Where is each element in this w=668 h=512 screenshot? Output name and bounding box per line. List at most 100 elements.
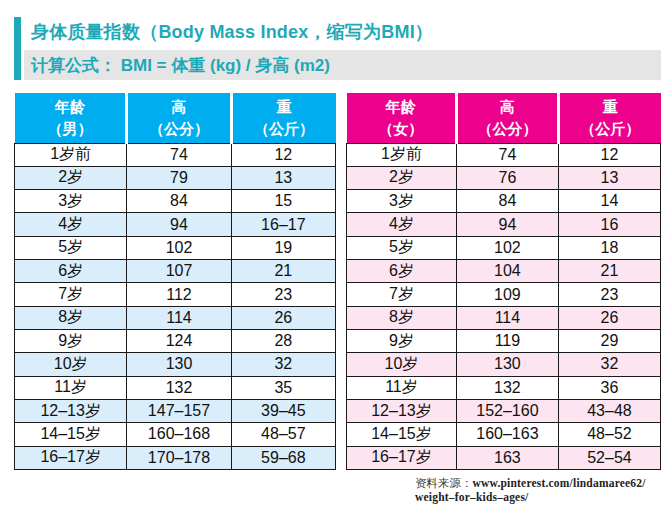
source-url-line1: www.pinterest.com/lindamaree62/	[473, 477, 646, 489]
table-cell: 16	[558, 213, 660, 236]
table-row: 14–15岁160–16848–57	[15, 423, 336, 446]
table-cell: 32	[558, 353, 660, 376]
column-header: 重（公斤）	[231, 93, 335, 143]
formula-text: 计算公式： BMI = 体重 (kg) / 身高 (m2)	[24, 54, 330, 77]
table-cell: 15	[231, 190, 335, 213]
table-row: 12–13岁147–15739–45	[15, 399, 336, 422]
table-cell: 163	[456, 446, 558, 469]
table-row: 12–13岁152–16043–48	[347, 399, 661, 422]
table-cell: 12–13岁	[15, 399, 127, 422]
column-header: 年龄（男）	[15, 93, 127, 143]
table-cell: 84	[127, 190, 231, 213]
table-cell: 16–17岁	[347, 446, 457, 469]
table-row: 6岁10721	[15, 260, 336, 283]
table-cell: 28	[231, 330, 335, 353]
table-cell: 160–168	[127, 423, 231, 446]
table-cell: 13	[558, 166, 660, 189]
table-row: 7岁10923	[347, 283, 661, 306]
table-row: 3岁8415	[15, 190, 336, 213]
column-header: 高（公分）	[456, 93, 558, 143]
table-cell: 10岁	[347, 353, 457, 376]
formula-bar: 计算公式： BMI = 体重 (kg) / 身高 (m2)	[24, 50, 661, 80]
table-cell: 104	[456, 260, 558, 283]
column-header: 重（公斤）	[558, 93, 660, 143]
table-cell: 119	[456, 330, 558, 353]
table-cell: 79	[127, 166, 231, 189]
table-cell: 14	[558, 190, 660, 213]
source-attribution: 资料来源：www.pinterest.com/lindamaree62/ wei…	[415, 476, 665, 504]
table-cell: 35	[231, 376, 335, 399]
table-cell: 16–17岁	[15, 446, 127, 469]
table-cell: 26	[231, 306, 335, 329]
table-cell: 12	[558, 143, 660, 166]
table-row: 5岁10218	[347, 236, 661, 259]
table-row: 2岁7913	[15, 166, 336, 189]
header-row: 年龄（女）高（公分）重（公斤）	[347, 93, 661, 143]
table-row: 14–15岁160–16348–52	[347, 423, 661, 446]
table-cell: 94	[127, 213, 231, 236]
boys-bmi-table: 年龄（男）高（公分）重（公斤）1岁前74122岁79133岁84154岁9416…	[14, 93, 336, 470]
table-cell: 130	[127, 353, 231, 376]
table-cell: 2岁	[15, 166, 127, 189]
table-cell: 11岁	[15, 376, 127, 399]
source-url-line2: weight–for–kids–ages/	[415, 491, 528, 503]
table-row: 3岁8414	[347, 190, 661, 213]
column-header: 高（公分）	[127, 93, 231, 143]
table-cell: 84	[456, 190, 558, 213]
table-cell: 1岁前	[15, 143, 127, 166]
table-cell: 2岁	[347, 166, 457, 189]
table-cell: 5岁	[15, 236, 127, 259]
table-cell: 114	[456, 306, 558, 329]
table-cell: 132	[127, 376, 231, 399]
table-cell: 4岁	[347, 213, 457, 236]
table-row: 6岁10421	[347, 260, 661, 283]
table-cell: 4岁	[15, 213, 127, 236]
table-cell: 14–15岁	[15, 423, 127, 446]
table-cell: 43–48	[558, 399, 660, 422]
table-row: 7岁11223	[15, 283, 336, 306]
table-cell: 5岁	[347, 236, 457, 259]
table-cell: 59–68	[231, 446, 335, 469]
table-row: 9岁12428	[15, 330, 336, 353]
source-label: 资料来源：	[415, 477, 473, 489]
page-title: 身体质量指数（Body Mass Index，缩写为BMI）	[31, 20, 433, 44]
column-header: 年龄（女）	[347, 93, 457, 143]
title-accent-bar	[14, 17, 21, 80]
table-row: 8岁11426	[15, 306, 336, 329]
table-cell: 21	[231, 260, 335, 283]
girls-table: 年龄（女）高（公分）重（公斤）1岁前74122岁76133岁84144岁9416…	[346, 93, 661, 470]
table-cell: 74	[127, 143, 231, 166]
table-cell: 94	[456, 213, 558, 236]
table-cell: 32	[231, 353, 335, 376]
table-row: 2岁7613	[347, 166, 661, 189]
girls-bmi-table: 年龄（女）高（公分）重（公斤）1岁前74122岁76133岁84144岁9416…	[346, 93, 661, 470]
table-cell: 48–57	[231, 423, 335, 446]
table-cell: 7岁	[15, 283, 127, 306]
table-row: 10岁13032	[15, 353, 336, 376]
table-row: 4岁9416–17	[15, 213, 336, 236]
table-cell: 152–160	[456, 399, 558, 422]
table-row: 1岁前7412	[347, 143, 661, 166]
table-row: 11岁13235	[15, 376, 336, 399]
table-cell: 26	[558, 306, 660, 329]
table-cell: 19	[231, 236, 335, 259]
table-cell: 13	[231, 166, 335, 189]
table-cell: 6岁	[347, 260, 457, 283]
table-cell: 52–54	[558, 446, 660, 469]
header-row: 年龄（男）高（公分）重（公斤）	[15, 93, 336, 143]
table-cell: 18	[558, 236, 660, 259]
table-cell: 29	[558, 330, 660, 353]
table-cell: 10岁	[15, 353, 127, 376]
table-cell: 112	[127, 283, 231, 306]
table-cell: 114	[127, 306, 231, 329]
table-cell: 11岁	[347, 376, 457, 399]
table-cell: 147–157	[127, 399, 231, 422]
table-row: 16–17岁170–17859–68	[15, 446, 336, 469]
table-cell: 6岁	[15, 260, 127, 283]
table-row: 8岁11426	[347, 306, 661, 329]
table-cell: 76	[456, 166, 558, 189]
boys-table: 年龄（男）高（公分）重（公斤）1岁前74122岁79133岁84154岁9416…	[14, 93, 336, 470]
table-cell: 8岁	[15, 306, 127, 329]
table-cell: 3岁	[15, 190, 127, 213]
table-cell: 16–17	[231, 213, 335, 236]
